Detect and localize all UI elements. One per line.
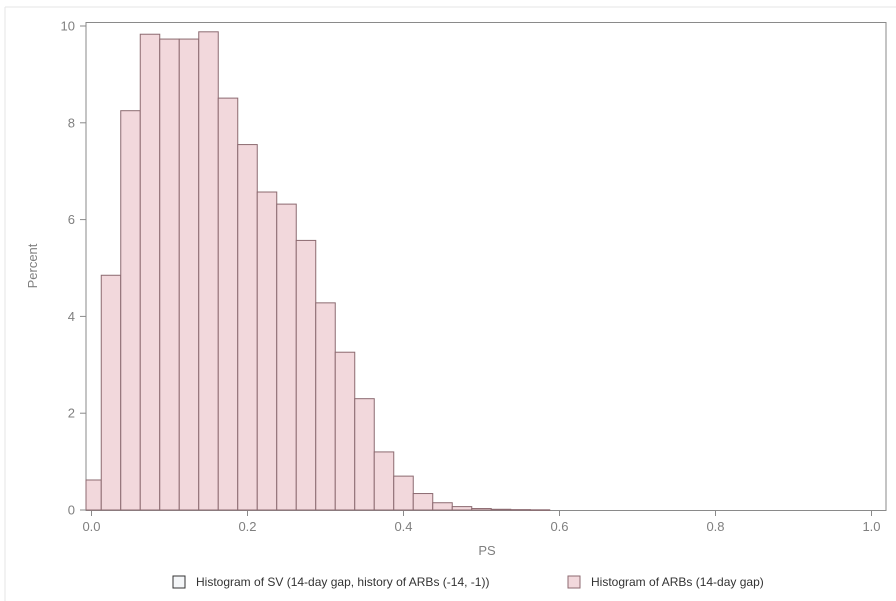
y-tick-label: 10 <box>61 19 75 34</box>
y-tick-label: 2 <box>68 406 75 421</box>
legend-swatch-sv <box>172 575 186 589</box>
histogram-bar <box>198 31 219 511</box>
legend-label-arbs: Histogram of ARBs (14-day gap) <box>591 575 764 589</box>
histogram-bar <box>354 398 375 511</box>
legend: Histogram of SV (14-day gap, history of … <box>172 575 764 589</box>
x-tick-label: 1.0 <box>862 519 880 534</box>
histogram-bar <box>393 475 414 511</box>
histogram-bar <box>237 144 258 511</box>
x-tick-label: 0.6 <box>550 519 568 534</box>
histogram-bar <box>100 274 122 511</box>
y-axis-title: Percent <box>25 243 40 288</box>
x-axis: 0.0 0.2 0.4 0.6 0.8 1.0 <box>82 510 881 534</box>
histogram-bar <box>334 351 356 511</box>
histogram-bar <box>451 506 473 511</box>
histogram-bar <box>159 38 180 511</box>
histogram-bar <box>412 493 434 511</box>
y-tick-label: 0 <box>68 503 75 518</box>
histogram-bar <box>471 508 492 511</box>
y-tick-label: 6 <box>68 212 75 227</box>
x-axis-title: PS <box>478 543 496 558</box>
y-tick-label: 4 <box>68 309 75 324</box>
histogram-bar <box>315 302 336 511</box>
histogram-bar <box>85 479 102 511</box>
histogram-bar <box>217 97 239 511</box>
histogram-bar <box>432 502 453 511</box>
x-tick-label: 0.4 <box>394 519 412 534</box>
x-tick-label: 0.0 <box>82 519 100 534</box>
histogram-bar <box>256 191 278 511</box>
histogram-bar <box>510 509 531 511</box>
histogram-bars <box>85 31 551 511</box>
histogram-bar <box>529 509 551 511</box>
histogram-bar <box>178 38 200 511</box>
histogram-bar <box>373 451 395 511</box>
x-tick-label: 0.2 <box>238 519 256 534</box>
histogram-bar <box>139 33 161 511</box>
histogram-bar <box>295 239 317 511</box>
legend-swatch-arbs <box>567 575 581 589</box>
x-tick-label: 0.8 <box>706 519 724 534</box>
histogram-bar <box>276 203 297 511</box>
histogram-bar <box>120 110 141 511</box>
y-axis: 0 2 4 6 8 10 <box>61 19 86 518</box>
y-tick-label: 8 <box>68 115 75 130</box>
legend-label-sv: Histogram of SV (14-day gap, history of … <box>196 575 489 589</box>
histogram-bar <box>490 508 512 511</box>
